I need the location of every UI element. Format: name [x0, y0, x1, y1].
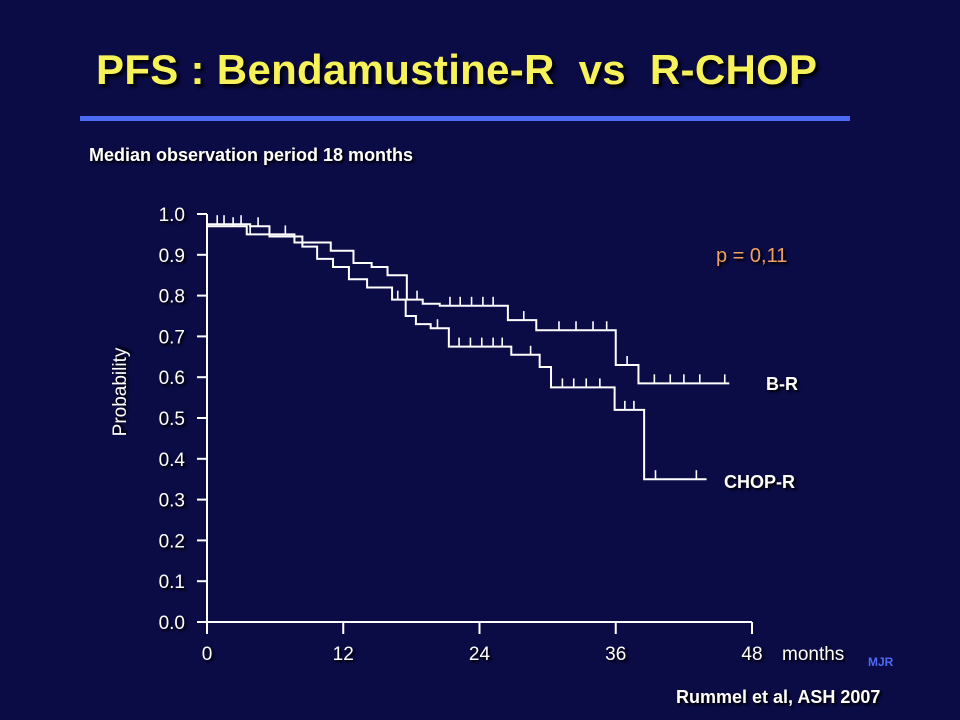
y-tick-label: 0.7: [159, 327, 185, 348]
x-tick-label: 0: [202, 644, 213, 665]
series-chop-r: [207, 215, 707, 481]
y-tick-label: 0.4: [159, 450, 186, 471]
p-value: p = 0,11: [716, 245, 787, 267]
slide-title: PFS : Bendamustine-R vs R-CHOP: [96, 46, 818, 93]
y-tick-label: 0.2: [159, 531, 185, 552]
y-tick-label: 0.5: [159, 409, 185, 430]
x-axis-label: months: [782, 644, 844, 665]
x-tick-label: 12: [333, 644, 354, 665]
step-line: [207, 225, 730, 385]
x-tick-label: 24: [469, 644, 491, 665]
y-tick-label: 0.0: [159, 613, 185, 634]
title-underline: [80, 116, 850, 121]
series-label-b-r: B-R: [766, 374, 798, 394]
y-tick-label: 1.0: [159, 205, 185, 226]
step-line: [207, 223, 707, 481]
y-axis-label: Probability: [110, 347, 131, 436]
x-tick-label: 48: [741, 644, 762, 665]
source-citation: Rummel et al, ASH 2007: [676, 687, 881, 707]
axes: 0.0 0.1 0.2 0.3 0.4 0.5 0.6 0.7 0.8 0.9 1.0 0 12 24 36…: [159, 205, 763, 665]
y-tick-label: 0.9: [159, 246, 185, 267]
series-label-chop-r: CHOP-R: [724, 472, 795, 492]
y-tick-label: 0.6: [159, 368, 185, 389]
y-tick-label: 0.8: [159, 287, 185, 308]
chart-labels: months Probability B-R CHOP-R p = 0,11 MJR: [110, 245, 894, 669]
y-tick-label: 0.3: [159, 491, 185, 512]
x-tick-label: 36: [605, 644, 626, 665]
survival-curves: [207, 215, 730, 481]
y-tick-label: 0.1: [159, 572, 185, 593]
slide-subtitle: Median observation period 18 months: [89, 145, 414, 165]
author-initials: MJR: [868, 655, 894, 669]
series-b-r: [207, 217, 730, 385]
